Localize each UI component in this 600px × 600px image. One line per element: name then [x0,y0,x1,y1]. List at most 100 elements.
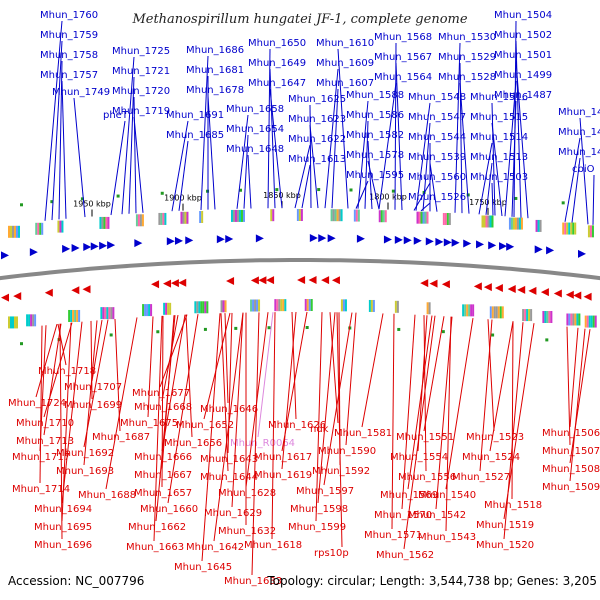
gene-label[interactable]: Mhun_1485 [558,127,600,138]
gene-label[interactable]: Mhun_1663 [126,542,184,553]
gene-label[interactable]: Mhun_1656 [164,438,222,449]
gene-label[interactable]: Mhun_1707 [64,382,122,393]
gene-label[interactable]: Mhun_1633 [224,576,282,587]
gene-label[interactable]: Mhun_1571 [364,530,422,541]
gene-label[interactable]: Mhun_1530 [438,32,496,43]
gene-label[interactable]: Mhun_1568 [374,32,432,43]
gene-label[interactable]: Mhun_1487 [494,90,552,101]
gene-label[interactable]: Mhun_1681 [186,65,244,76]
gene-label[interactable]: Mhun_1543 [418,532,476,543]
gene-label[interactable]: Mhun_1757 [40,70,98,81]
gene-label[interactable]: Mhun_1524 [462,452,520,463]
gene-label[interactable]: Mhun_1687 [92,432,150,443]
gene-label[interactable]: Mhun_1539 [408,152,466,163]
gene-label[interactable]: Mhun_1503 [470,172,528,183]
gene-label[interactable]: Mhun_1699 [64,400,122,411]
gene-label[interactable]: Mhun_1667 [134,470,192,481]
gene-label[interactable]: Mhun_1696 [34,540,92,551]
gene-label[interactable]: Mhun_1660 [140,504,198,515]
gene-label[interactable]: Mhun_1513 [470,152,528,163]
gene-label[interactable]: rps10p [314,548,349,559]
gene-label[interactable]: Mhun_1486 [558,107,600,118]
gene-label[interactable]: Mhun_1626 [268,420,326,431]
gene-label[interactable]: Mhun_1652 [176,420,234,431]
gene-label[interactable]: Mhun_1686 [186,45,244,56]
gene-label[interactable]: Mhun_1622 [288,134,346,145]
gene-label[interactable]: Mhun_1570 [374,510,432,521]
gene-label[interactable]: Mhun_1592 [312,466,370,477]
gene-label[interactable]: Mhun_1758 [40,50,98,61]
gene-label[interactable]: Mhun_1609 [316,58,374,69]
gene-label[interactable]: Mhun_1643 [200,454,258,465]
gene-label[interactable]: Mhun_1625 [288,94,346,105]
gene-label[interactable]: Mhun_1527 [452,472,510,483]
gene-label[interactable]: Mhun_1719 [112,106,170,117]
gene-label[interactable]: Mhun_1518 [484,500,542,511]
gene-label[interactable]: Mhun_1713 [16,436,74,447]
gene-label[interactable]: Mhun_1547 [408,112,466,123]
gene-label[interactable]: Mhun_1718 [38,366,96,377]
gene-label[interactable]: Mhun_1654 [226,124,284,135]
gene-label[interactable]: Mhun_1516 [470,92,528,103]
gene-label[interactable]: Mhun_1564 [374,72,432,83]
gene-label[interactable]: Mhun_1693 [56,466,114,477]
gene-label[interactable]: Mhun_1644 [200,472,258,483]
gene-label[interactable]: Mhun_1632 [218,526,276,537]
gene-label[interactable]: Mhun_1649 [248,58,306,69]
gene-label[interactable]: Mhun_1623 [288,114,346,125]
gene-label[interactable]: Mhun_1562 [376,550,434,561]
gene-label[interactable]: Mhun_1688 [78,490,136,501]
gene-label[interactable]: Mhun_1613 [288,154,346,165]
gene-label[interactable]: Mhun_1569 [380,490,438,501]
gene-label[interactable]: Mhun_1548 [408,92,466,103]
gene-label[interactable]: Mhun_1694 [34,504,92,515]
gene-label[interactable]: Mhun_1650 [248,38,306,49]
gene-label[interactable]: Mhun_1628 [218,488,276,499]
gene-label[interactable]: Mhun_R0064 [230,438,295,449]
gene-label[interactable]: pheT [103,110,129,121]
gene-label[interactable]: Mhun_1554 [390,452,448,463]
gene-label[interactable]: Mhun_1520 [476,540,534,551]
gene-label[interactable]: Mhun_1598 [290,504,348,515]
gene-label[interactable]: Mhun_1551 [396,432,454,443]
gene-label[interactable]: Mhun_1590 [318,446,376,457]
gene-label[interactable]: Mhun_1749 [52,87,110,98]
gene-label[interactable]: Mhun_1567 [374,52,432,63]
gene-label[interactable]: Mhun_1685 [166,130,224,141]
gene-label[interactable]: Mhun_1526 [408,192,466,203]
gene-label[interactable]: Mhun_1710 [16,418,74,429]
gene-label[interactable]: Mhun_1484 [558,147,600,158]
gene-label[interactable]: Mhun_1645 [174,562,232,573]
gene-label[interactable]: Mhun_1523 [466,432,524,443]
gene-label[interactable]: Mhun_1586 [346,110,404,121]
gene-label[interactable]: Mhun_1560 [408,172,466,183]
gene-label[interactable]: Mhun_1578 [346,150,404,161]
gene-label[interactable]: Mhun_1648 [226,144,284,155]
gene-label[interactable]: Mhun_1658 [226,104,284,115]
gene-label[interactable]: Mhun_1556 [398,472,456,483]
gene-label[interactable]: Mhun_1506 [542,428,600,439]
gene-label[interactable]: Mhun_1721 [112,66,170,77]
gene-label[interactable]: Mhun_1509 [542,482,600,493]
gene-label[interactable]: Mhun_1642 [186,542,244,553]
gene-label[interactable]: Mhun_1678 [186,85,244,96]
gene-label[interactable]: Mhun_1677 [132,388,190,399]
gene-label[interactable]: Mhun_1528 [438,72,496,83]
gene-label[interactable]: ndk [310,424,329,435]
gene-label[interactable]: Mhun_1760 [40,10,98,21]
gene-label[interactable]: Mhun_1629 [204,508,262,519]
gene-label[interactable]: Mhun_1714 [12,484,70,495]
gene-label[interactable]: Mhun_1668 [134,402,192,413]
gene-label[interactable]: cbiO [572,164,595,175]
gene-label[interactable]: Mhun_1695 [34,522,92,533]
gene-label[interactable]: Mhun_1759 [40,30,98,41]
gene-label[interactable]: Mhun_1515 [470,112,528,123]
gene-label[interactable]: Mhun_1675 [120,418,178,429]
gene-label[interactable]: Mhun_1499 [494,70,552,81]
gene-label[interactable]: Mhun_1607 [316,78,374,89]
gene-label[interactable]: Mhun_1588 [346,90,404,101]
gene-label[interactable]: Mhun_1529 [438,52,496,63]
gene-label[interactable]: Mhun_1501 [494,50,552,61]
gene-label[interactable]: Mhun_1542 [408,510,466,521]
gene-label[interactable]: Mhun_1502 [494,30,552,41]
